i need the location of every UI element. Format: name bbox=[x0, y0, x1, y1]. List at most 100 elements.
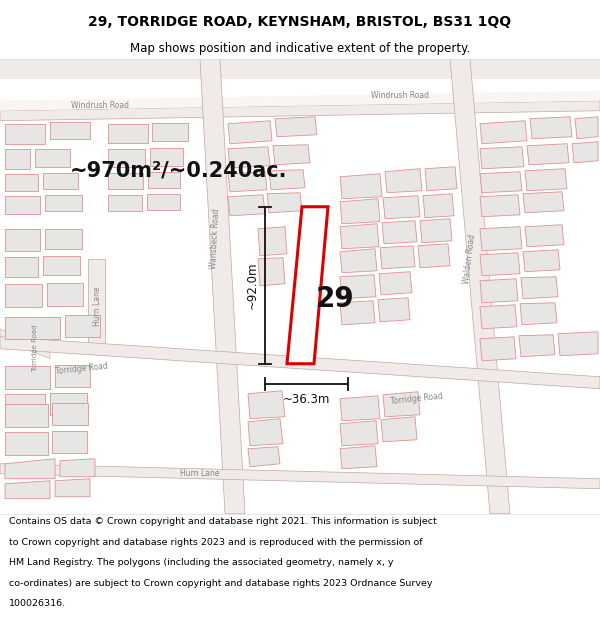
Polygon shape bbox=[521, 277, 558, 299]
Polygon shape bbox=[88, 259, 105, 354]
Polygon shape bbox=[572, 142, 598, 162]
Polygon shape bbox=[5, 459, 55, 479]
Polygon shape bbox=[340, 224, 379, 249]
Polygon shape bbox=[35, 149, 70, 167]
Polygon shape bbox=[258, 258, 285, 286]
Polygon shape bbox=[0, 337, 600, 389]
Polygon shape bbox=[108, 149, 145, 167]
Polygon shape bbox=[5, 149, 30, 169]
Polygon shape bbox=[379, 272, 412, 295]
Polygon shape bbox=[248, 447, 280, 467]
Polygon shape bbox=[423, 194, 454, 218]
Polygon shape bbox=[385, 169, 422, 192]
Polygon shape bbox=[425, 167, 457, 191]
Polygon shape bbox=[0, 464, 600, 489]
Polygon shape bbox=[480, 253, 520, 276]
Polygon shape bbox=[575, 117, 598, 139]
Polygon shape bbox=[378, 298, 410, 322]
Polygon shape bbox=[450, 59, 510, 514]
Text: ~970m²/~0.240ac.: ~970m²/~0.240ac. bbox=[70, 161, 287, 181]
Polygon shape bbox=[65, 315, 100, 337]
Polygon shape bbox=[52, 402, 88, 425]
Polygon shape bbox=[340, 174, 382, 199]
Polygon shape bbox=[287, 207, 328, 364]
Text: Hurn Lane: Hurn Lane bbox=[180, 469, 220, 478]
Polygon shape bbox=[558, 332, 598, 356]
Polygon shape bbox=[150, 148, 183, 166]
Polygon shape bbox=[530, 117, 572, 139]
Text: Torridge Road: Torridge Road bbox=[55, 361, 108, 376]
Polygon shape bbox=[0, 91, 600, 111]
Polygon shape bbox=[383, 392, 420, 417]
Polygon shape bbox=[50, 122, 90, 139]
Polygon shape bbox=[228, 147, 270, 168]
Text: Windrush Road: Windrush Road bbox=[371, 91, 429, 100]
Polygon shape bbox=[228, 121, 272, 144]
Polygon shape bbox=[108, 195, 142, 211]
Polygon shape bbox=[5, 257, 38, 277]
Polygon shape bbox=[108, 124, 148, 142]
Polygon shape bbox=[340, 421, 378, 446]
Polygon shape bbox=[480, 337, 516, 361]
Polygon shape bbox=[0, 329, 50, 359]
Polygon shape bbox=[273, 145, 310, 165]
Polygon shape bbox=[248, 391, 285, 419]
Polygon shape bbox=[340, 275, 376, 299]
Polygon shape bbox=[380, 246, 415, 269]
Polygon shape bbox=[228, 195, 265, 216]
Polygon shape bbox=[5, 174, 38, 191]
Polygon shape bbox=[60, 459, 95, 477]
Polygon shape bbox=[5, 394, 45, 417]
Polygon shape bbox=[420, 219, 452, 243]
Polygon shape bbox=[5, 229, 40, 251]
Polygon shape bbox=[147, 194, 180, 210]
Polygon shape bbox=[5, 284, 42, 307]
Polygon shape bbox=[5, 196, 40, 214]
Polygon shape bbox=[43, 173, 78, 189]
Polygon shape bbox=[5, 432, 48, 455]
Polygon shape bbox=[480, 305, 517, 329]
Polygon shape bbox=[523, 250, 560, 272]
Polygon shape bbox=[5, 317, 60, 339]
Polygon shape bbox=[55, 479, 90, 497]
Text: Torridge Road: Torridge Road bbox=[32, 325, 38, 372]
Polygon shape bbox=[381, 417, 417, 442]
Polygon shape bbox=[5, 481, 50, 499]
Text: Wansbeck Road: Wansbeck Road bbox=[209, 208, 221, 269]
Text: Hurn Lane: Hurn Lane bbox=[92, 286, 101, 326]
Text: Torridge Road: Torridge Road bbox=[390, 391, 443, 406]
Polygon shape bbox=[519, 335, 555, 357]
Polygon shape bbox=[525, 225, 564, 247]
Polygon shape bbox=[52, 431, 87, 452]
Polygon shape bbox=[340, 301, 375, 325]
Polygon shape bbox=[0, 59, 600, 79]
Polygon shape bbox=[43, 256, 80, 275]
Polygon shape bbox=[200, 59, 245, 514]
Polygon shape bbox=[523, 192, 564, 213]
Polygon shape bbox=[228, 172, 267, 192]
Polygon shape bbox=[480, 121, 527, 144]
Polygon shape bbox=[108, 173, 143, 189]
Text: to Crown copyright and database rights 2023 and is reproduced with the permissio: to Crown copyright and database rights 2… bbox=[9, 538, 422, 547]
Polygon shape bbox=[382, 221, 417, 244]
Polygon shape bbox=[45, 229, 82, 249]
Text: 29, TORRIDGE ROAD, KEYNSHAM, BRISTOL, BS31 1QQ: 29, TORRIDGE ROAD, KEYNSHAM, BRISTOL, BS… bbox=[88, 14, 512, 29]
Polygon shape bbox=[383, 196, 420, 219]
Text: co-ordinates) are subject to Crown copyright and database rights 2023 Ordnance S: co-ordinates) are subject to Crown copyr… bbox=[9, 579, 433, 588]
Polygon shape bbox=[525, 169, 567, 191]
Polygon shape bbox=[258, 227, 287, 256]
Polygon shape bbox=[480, 227, 522, 251]
Text: ~36.3m: ~36.3m bbox=[283, 393, 330, 406]
Polygon shape bbox=[418, 244, 450, 268]
Polygon shape bbox=[480, 279, 518, 302]
Polygon shape bbox=[480, 147, 524, 169]
Polygon shape bbox=[480, 172, 522, 192]
Polygon shape bbox=[55, 365, 90, 387]
Polygon shape bbox=[5, 404, 48, 427]
Text: HM Land Registry. The polygons (including the associated geometry, namely x, y: HM Land Registry. The polygons (includin… bbox=[9, 558, 394, 568]
Text: Contains OS data © Crown copyright and database right 2021. This information is : Contains OS data © Crown copyright and d… bbox=[9, 517, 437, 526]
Polygon shape bbox=[248, 419, 283, 446]
Polygon shape bbox=[152, 122, 188, 141]
Text: Windrush Road: Windrush Road bbox=[71, 101, 129, 110]
Polygon shape bbox=[269, 170, 305, 190]
